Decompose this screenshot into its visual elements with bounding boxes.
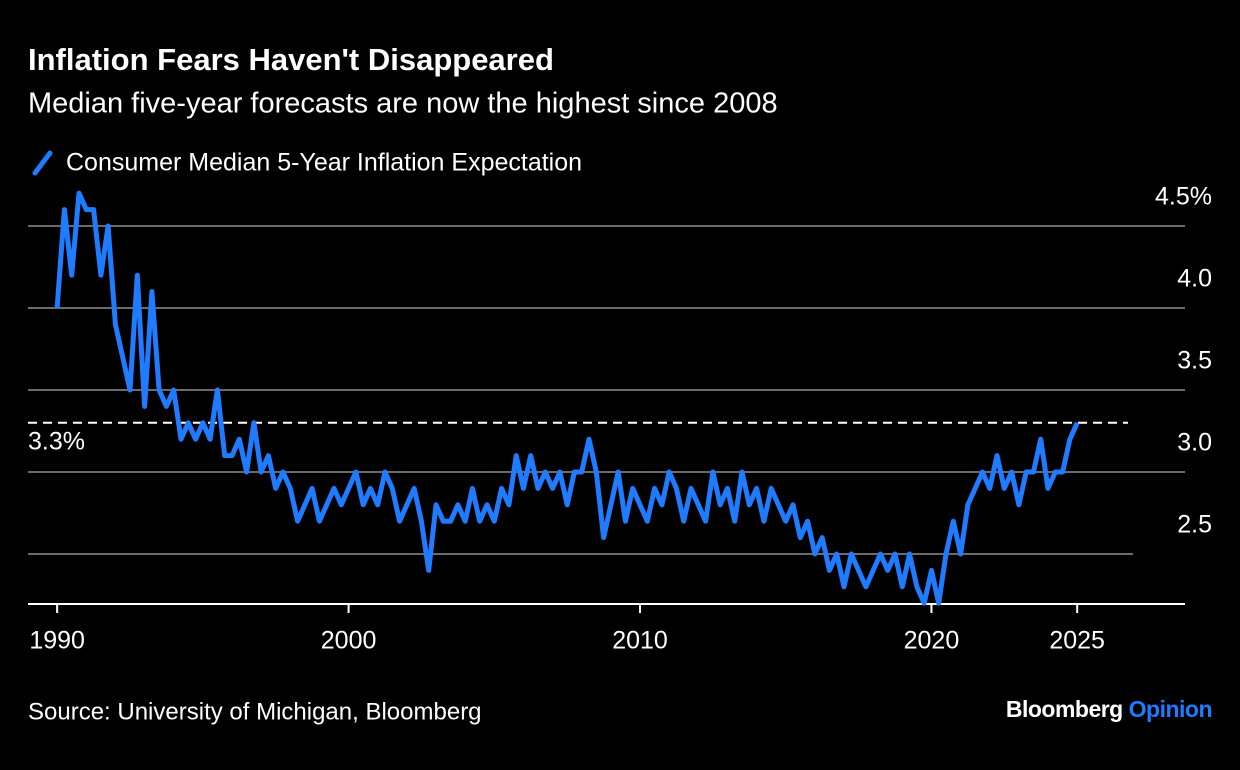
- source: Source: University of Michigan, Bloomber…: [28, 698, 482, 725]
- brand-section: Opinion: [1129, 696, 1212, 722]
- y-tick-label: 3.5: [1177, 347, 1212, 375]
- legend-icon: [32, 150, 53, 176]
- chart-subtitle: Median five-year forecasts are now the h…: [28, 88, 778, 120]
- y-tick-label: 4.0: [1177, 265, 1212, 293]
- legend-label: Consumer Median 5-Year Inflation Expecta…: [66, 149, 582, 177]
- chart-title: Inflation Fears Haven't Disappeared: [28, 42, 554, 77]
- data-line: [54, 190, 1080, 606]
- x-tick-label: 2000: [321, 627, 377, 655]
- x-tick-label: 2010: [612, 627, 668, 655]
- brand-name: Bloomberg: [1006, 696, 1123, 722]
- y-tick-label: 2.5: [1177, 511, 1212, 539]
- x-tick-label: 2025: [1049, 627, 1105, 655]
- brand: Bloomberg Opinion: [1006, 696, 1212, 722]
- y-tick-label: 4.5%: [1155, 183, 1212, 211]
- x-tick-label: 1990: [29, 627, 85, 655]
- reference-label: 3.3%: [28, 427, 85, 455]
- x-tick-label: 2020: [904, 627, 960, 655]
- y-tick-label: 3.0: [1177, 429, 1212, 457]
